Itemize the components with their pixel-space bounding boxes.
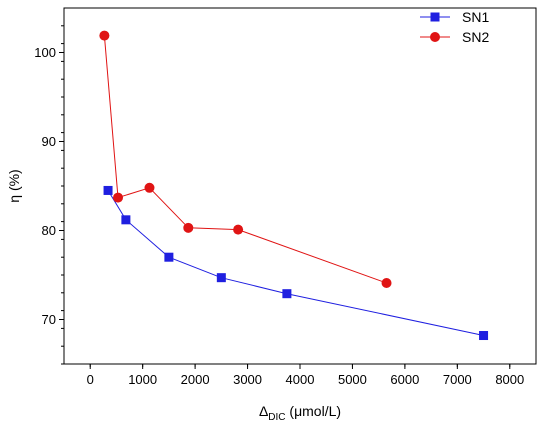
- y-tick-label: 90: [42, 134, 56, 149]
- data-point-sn2: [113, 192, 124, 203]
- x-tick-label: 5000: [338, 372, 367, 387]
- legend-label-sn2: SN2: [462, 29, 489, 45]
- data-point-sn2: [99, 30, 110, 41]
- data-point-sn1: [121, 215, 131, 225]
- legend: SN1 SN2: [420, 9, 489, 45]
- data-point-sn2: [381, 278, 392, 289]
- x-tick-label: 4000: [286, 372, 315, 387]
- legend-label-sn1: SN1: [462, 9, 489, 25]
- x-tick-label: 1000: [128, 372, 157, 387]
- y-tick-label: 80: [42, 223, 56, 238]
- legend-marker-sn1: [430, 12, 440, 22]
- x-tick-label: 2000: [181, 372, 210, 387]
- series-layer: [99, 30, 489, 341]
- series-line-sn2: [103, 35, 387, 284]
- x-tick-label: 7000: [443, 372, 472, 387]
- data-point-sn2: [183, 222, 194, 233]
- axes: [63, 7, 537, 365]
- y-tick-label: 70: [42, 312, 56, 327]
- x-axis-title-unit: (μmol/L): [286, 403, 342, 419]
- x-tick-label: 0: [87, 372, 94, 387]
- data-point-sn1: [103, 185, 113, 195]
- ticks: 0 1000 2000 3000 4000 5000 6000 7000 8000 70 80 90 1…: [34, 25, 524, 387]
- data-point-sn1: [282, 289, 292, 299]
- x-axis-title-main: Δ: [259, 403, 268, 419]
- legend-marker-sn2: [430, 32, 440, 42]
- x-axis-title: ΔDIC (μmol/L): [259, 403, 341, 423]
- data-point-sn2: [233, 224, 244, 235]
- plot-frame: [63, 7, 537, 365]
- x-tick-label: 8000: [495, 372, 524, 387]
- y-axis-title: η (%): [6, 169, 22, 202]
- series-line-sn1: [107, 190, 484, 336]
- data-point-sn2: [144, 182, 155, 193]
- legend-item-sn1: SN1: [420, 9, 489, 25]
- x-tick-label: 3000: [233, 372, 262, 387]
- y-tick-label: 100: [34, 45, 56, 60]
- x-axis-title-subscript: DIC: [268, 412, 285, 423]
- data-point-sn1: [164, 252, 174, 262]
- data-point-sn1: [479, 331, 489, 341]
- x-tick-label: 6000: [390, 372, 419, 387]
- legend-item-sn2: SN2: [420, 29, 489, 45]
- data-point-sn1: [216, 273, 226, 283]
